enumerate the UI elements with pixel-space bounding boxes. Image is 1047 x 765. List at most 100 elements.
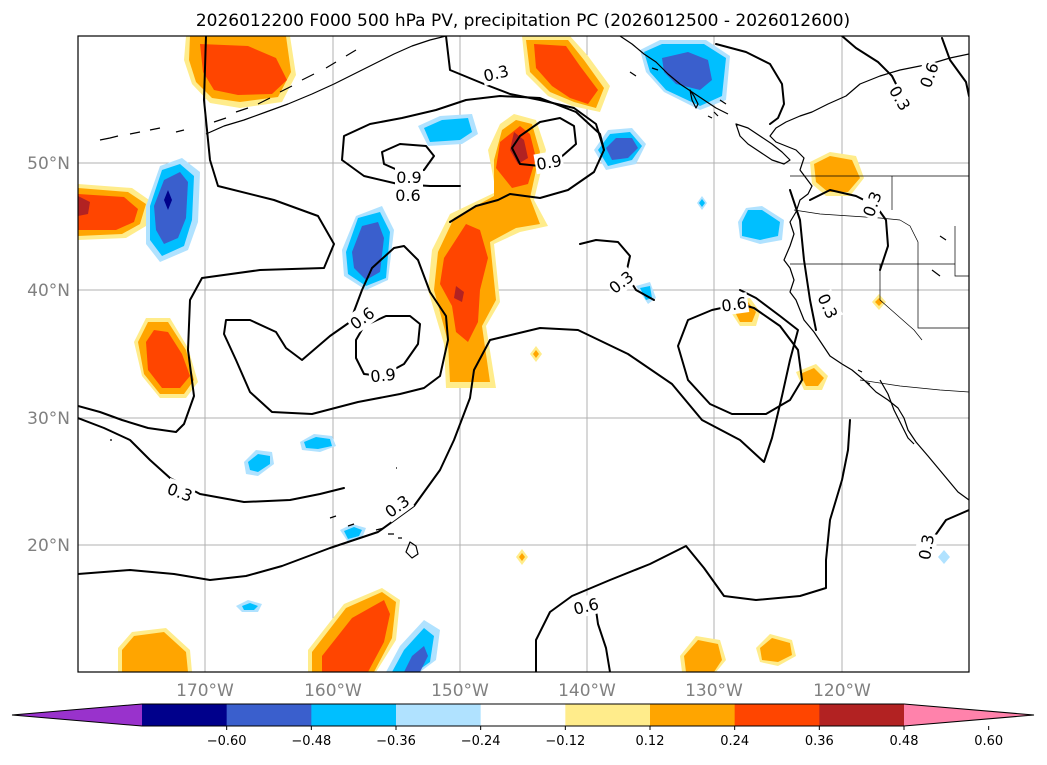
pv-contours <box>78 36 969 672</box>
contour-label-0.6-north: 0.6 <box>395 186 420 205</box>
contour-0.6-south <box>535 419 851 672</box>
coastline-aleutian-west <box>99 127 185 141</box>
contour-0.3-main <box>78 289 799 581</box>
colorbar-cell <box>650 704 736 726</box>
map-content: 0.3 0.6 0.3 0.9 0.6 <box>78 36 969 672</box>
anomaly-45n-127w <box>738 206 784 244</box>
contour-0.6-east <box>677 303 803 415</box>
coastline-alaska-panhandle <box>619 36 729 115</box>
border-idaho-nevada <box>917 264 969 329</box>
anomaly-42n-158w <box>342 206 394 290</box>
coastline-hawaii-big-island <box>405 541 419 559</box>
map-area: 0.3 0.6 0.3 0.9 0.6 <box>77 35 970 673</box>
anomaly-52n-150w <box>418 114 478 146</box>
colorbar-tick-label: 0.60 <box>974 734 1003 749</box>
lon-label-120w: 120°W <box>813 681 871 701</box>
lon-label-150w: 150°W <box>431 681 489 701</box>
contour-0.6-west <box>223 245 449 415</box>
lat-label-20n: 20°N <box>27 536 70 556</box>
anomaly-small-dots <box>516 294 886 565</box>
anomaly-south-126w <box>756 634 796 666</box>
coastline-north-america <box>769 53 969 501</box>
contour-label-0.9-north: 0.9 <box>396 168 421 187</box>
lat-label-50n: 50°N <box>27 154 70 174</box>
coastlines <box>99 36 969 559</box>
anomaly-46n-131w <box>697 196 707 210</box>
colorbar-cell <box>565 704 651 726</box>
coastline-hawaii-chain <box>329 515 402 539</box>
border-california-nevada <box>879 264 923 341</box>
negative-anomaly-areas <box>146 40 950 672</box>
colorbar-tick-label: −0.48 <box>291 734 331 749</box>
anomaly-49n-125w <box>810 152 864 196</box>
anomaly-north-140w <box>522 36 610 112</box>
colorbar-extend-low <box>12 704 142 726</box>
contour-0.6-south-east <box>595 609 611 672</box>
anomaly-32n-161w <box>300 434 336 452</box>
contour-0.3-east <box>789 189 817 331</box>
contour-0.9-west <box>355 315 421 377</box>
coastline-alaska-peninsula <box>205 36 447 135</box>
colorbar-tick-label: −0.12 <box>545 734 585 749</box>
contour-0.6-upper <box>341 37 969 187</box>
colorbar-extend-high <box>904 704 1034 726</box>
anomaly-south-155w <box>308 588 400 672</box>
anomaly-north-170w <box>184 36 296 108</box>
colorbar-cells <box>142 704 905 726</box>
coastline-islands-misc <box>110 67 947 469</box>
lon-label-140w: 140°W <box>558 681 616 701</box>
anomaly-35n-173w <box>134 318 198 398</box>
contour-0.3-northeast <box>715 43 785 125</box>
colorbar-cell <box>226 704 312 726</box>
colorbar-cell <box>480 704 566 726</box>
anomaly-29n-166w <box>244 450 274 476</box>
colorbar-cell <box>142 704 228 726</box>
colorbar-cell <box>311 704 397 726</box>
political-borders <box>790 175 969 393</box>
longitude-labels: 170°W 160°W 150°W 140°W 130°W 120°W <box>176 681 871 701</box>
anomaly-south-130w <box>680 636 726 672</box>
anomaly-south-170w <box>118 628 192 672</box>
contour-0.3-central <box>579 239 655 301</box>
contour-label-0.6-east: 0.6 <box>720 293 748 315</box>
map-title: 2026012200 F000 500 hPa PV, precipitatio… <box>196 11 850 31</box>
coastline-vancouver-island <box>735 123 791 165</box>
contour-label-0.3-subtropic-east: 0.3 <box>915 533 938 561</box>
anomaly-north-130w <box>640 40 730 110</box>
contour-label-0.9-northeast: 0.9 <box>535 151 563 174</box>
contour-0.3-left <box>78 36 335 433</box>
lon-label-160w: 160°W <box>304 681 362 701</box>
border-states-north <box>891 176 969 277</box>
colorbar-tick-label: 0.24 <box>720 734 749 749</box>
latitude-labels: 50°N 40°N 30°N 20°N <box>27 154 70 556</box>
colorbar-tick-label: −0.36 <box>376 734 416 749</box>
lon-label-170w: 170°W <box>176 681 234 701</box>
colorbar-tick-label: 0.48 <box>890 734 919 749</box>
colorbar-tick-label: −0.60 <box>207 734 247 749</box>
anomaly-pv-band <box>428 114 548 388</box>
anomaly-50n-138w <box>594 128 646 170</box>
contour-0.9-northeast <box>511 117 577 167</box>
lat-label-40n: 40°N <box>27 281 70 301</box>
anomaly-47n-173w <box>146 158 200 262</box>
colorbar-ticks: −0.60 −0.48 −0.36 −0.24 −0.12 0.12 0.24 0.36 0.4… <box>207 726 1003 749</box>
colorbar-tick-label: 0.36 <box>805 734 834 749</box>
colorbar-cell <box>819 704 905 726</box>
anomaly-19n-115w <box>938 550 950 564</box>
lon-label-130w: 130°W <box>685 681 743 701</box>
coastline-aleutian-inner <box>213 49 357 123</box>
colorbar-tick-label: −0.24 <box>461 734 501 749</box>
anomaly-west-edge <box>78 184 152 240</box>
colorbar-cell <box>734 704 820 726</box>
colorbar-tick-label: 0.12 <box>636 734 665 749</box>
contour-label-0.9-west: 0.9 <box>369 365 396 387</box>
coastline-haida-gwaii <box>689 89 699 109</box>
border-us-mexico <box>859 379 969 393</box>
positive-anomaly-areas <box>78 36 886 672</box>
coastline-baja-peninsula <box>879 379 915 445</box>
lat-label-30n: 30°N <box>27 409 70 429</box>
border-washington-oregon <box>793 209 901 221</box>
anomaly-34n-127w <box>796 364 828 390</box>
map-frame <box>77 35 970 673</box>
